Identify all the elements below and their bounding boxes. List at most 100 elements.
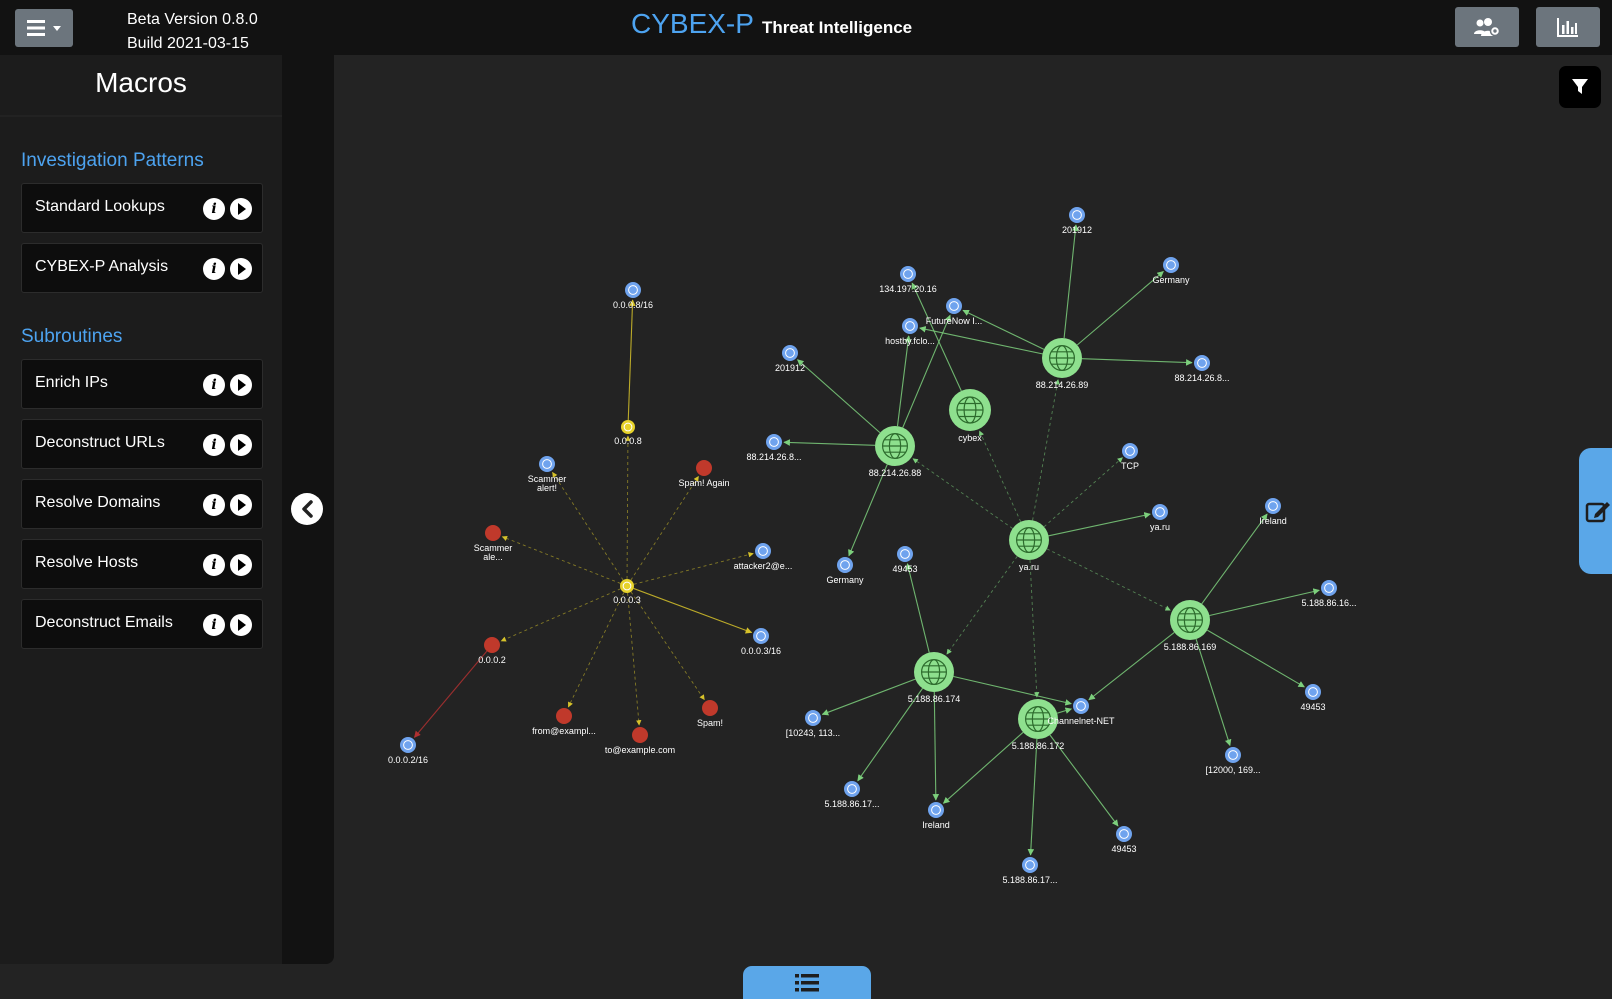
graph-edge [1076, 271, 1164, 346]
graph-node-b10243[interactable]: [10243, 113... [786, 710, 840, 738]
graph-node-nCybex[interactable]: cybex [949, 389, 991, 443]
info-icon[interactable]: i [203, 494, 225, 516]
graph-node-n000316[interactable]: 0.0.0.3/16 [741, 628, 781, 656]
info-icon[interactable]: i [203, 554, 225, 576]
play-icon[interactable] [230, 198, 252, 220]
graph-node-n5_174[interactable]: 5.188.86.174 [908, 652, 961, 704]
graph-node-n0008[interactable]: 0.0.0.8 [614, 420, 642, 446]
graph-node-n000216[interactable]: 0.0.0.2/16 [388, 737, 428, 765]
graph-node-bGermany1[interactable]: Germany [1152, 257, 1190, 285]
graph-canvas[interactable]: 0.0.0.3 0.0.0.8 0.0.0.8/16 Scammer alert! Spa… [334, 55, 1612, 964]
graph-node-b5_16[interactable]: 5.188.86.16... [1301, 580, 1357, 608]
graph-node-b12000[interactable]: [12000, 169... [1205, 747, 1261, 775]
macro-resolve-domains[interactable]: Resolve Domains i [21, 479, 263, 529]
collapse-sidebar-button[interactable] [291, 493, 323, 525]
graph-node-nAtt[interactable]: attacker2@e... [734, 543, 793, 571]
node-label: Spam! Again [678, 478, 729, 488]
edit-panel-tab[interactable] [1579, 448, 1612, 574]
graph-node-bIreland2[interactable]: Ireland [922, 802, 950, 830]
graph-node-b134[interactable]: 134.197.20.16 [879, 266, 937, 294]
graph-node-b201912a[interactable]: 201912 [1062, 207, 1092, 235]
info-icon[interactable]: i [203, 198, 225, 220]
graph-edge [902, 314, 951, 428]
graph-node-n5_172[interactable]: 5.188.86.172 [1012, 699, 1065, 751]
node-circle [1152, 504, 1168, 520]
macro-deconstruct-emails[interactable]: Deconstruct Emails i [21, 599, 263, 649]
node-circle [753, 628, 769, 644]
graph-node-bYaru[interactable]: ya.ru [1150, 504, 1170, 532]
info-icon[interactable]: i [203, 374, 225, 396]
brand: CYBEX-P Threat Intelligence [631, 8, 912, 40]
macro-standard-lookups[interactable]: Standard Lookups i [21, 183, 263, 233]
graph-node-b49453b[interactable]: 49453 [1300, 684, 1326, 712]
node-circle [1163, 257, 1179, 273]
settings-users-button[interactable] [1455, 7, 1519, 47]
macro-deconstruct-urls[interactable]: Deconstruct URLs i [21, 419, 263, 469]
graph-node-n0002[interactable]: 0.0.0.2 [478, 637, 506, 665]
node-label: Scammer ale... [474, 543, 513, 562]
menu-button[interactable] [15, 9, 73, 47]
node-label: 5.188.86.172 [1012, 741, 1065, 751]
filter-button[interactable] [1559, 66, 1601, 108]
graph-node-b88_8a[interactable]: 88.214.26.8... [1174, 355, 1230, 383]
graph-node-n5_169[interactable]: 5.188.86.169 [1164, 600, 1217, 652]
graph-node-nSpam[interactable]: Spam! [697, 700, 723, 728]
graph-edge [627, 592, 642, 726]
graph-node-bTCP[interactable]: TCP [1121, 443, 1139, 471]
graph-edge [1049, 734, 1119, 827]
node-type-icon [903, 269, 913, 279]
info-icon[interactable]: i [203, 434, 225, 456]
graph-node-nTo[interactable]: to@example.com [605, 727, 675, 755]
graph-node-b5_17b[interactable]: 5.188.86.17... [1002, 857, 1058, 885]
macro-resolve-hosts[interactable]: Resolve Hosts i [21, 539, 263, 589]
graph-node-n00816[interactable]: 0.0.0.8/16 [613, 282, 653, 310]
play-icon[interactable] [230, 434, 252, 456]
node-label: 5.188.86.17... [1002, 875, 1057, 885]
graph-node-b49453c[interactable]: 49453 [1111, 826, 1137, 854]
graph-node-b5_17a[interactable]: 5.188.86.17... [824, 781, 880, 809]
node-type-icon [403, 740, 413, 750]
graph-node-b88_8b[interactable]: 88.214.26.8... [746, 434, 802, 462]
node-label: cybex [958, 433, 982, 443]
node-label: 5.188.86.174 [908, 694, 961, 704]
play-icon[interactable] [230, 554, 252, 576]
node-circle [625, 282, 641, 298]
edges-layer [414, 224, 1320, 856]
brand-subtitle: Threat Intelligence [761, 18, 913, 37]
nodes-layer: 0.0.0.3 0.0.0.8 0.0.0.8/16 Scammer alert! Spa… [388, 207, 1357, 885]
network-globe-icon [1176, 606, 1203, 633]
play-icon[interactable] [230, 614, 252, 636]
play-icon[interactable] [230, 258, 252, 280]
graph-node-nFrom[interactable]: from@exampl... [532, 708, 596, 736]
play-icon[interactable] [230, 494, 252, 516]
node-label: 88.214.26.88 [869, 468, 922, 478]
event-list-tab[interactable] [743, 966, 871, 999]
graph-node-nScam2[interactable]: Scammer ale... [474, 525, 513, 562]
graph-node-b49453a[interactable]: 49453 [892, 546, 918, 574]
graph-node-bHostby[interactable]: hostby.fclo... [885, 318, 935, 346]
graph-edge [962, 309, 1045, 350]
play-icon[interactable] [230, 374, 252, 396]
node-label: ya.ru [1150, 522, 1170, 532]
caret-down-icon [53, 25, 61, 31]
graph-node-nYaru[interactable]: ya.ru [1009, 520, 1049, 572]
node-type-icon [840, 560, 850, 570]
graph-node-bFuture[interactable]: FutureNow I... [926, 298, 983, 326]
graph-node-n0003[interactable]: 0.0.0.3 [613, 579, 641, 605]
statistics-button[interactable] [1536, 7, 1600, 47]
graph-node-n88_89[interactable]: 88.214.26.89 [1036, 338, 1089, 390]
info-icon[interactable]: i [203, 614, 225, 636]
graph-node-bIreland1[interactable]: Ireland [1259, 498, 1287, 526]
graph-node-b201912b[interactable]: 201912 [775, 345, 805, 373]
graph-node-bChannel[interactable]: Channelnet-NET [1047, 698, 1115, 726]
graph-edge [633, 552, 754, 585]
graph-node-n88_88[interactable]: 88.214.26.88 [869, 426, 922, 478]
graph-edge [857, 688, 923, 782]
graph-node-nSpamAgain[interactable]: Spam! Again [678, 460, 730, 488]
graph-node-bGermany2[interactable]: Germany [826, 557, 864, 585]
graph-node-nScam1[interactable]: Scammer alert! [528, 456, 567, 493]
macro-cybex-p-analysis[interactable]: CYBEX-P Analysis i [21, 243, 263, 293]
edit-icon [1585, 502, 1610, 523]
info-icon[interactable]: i [203, 258, 225, 280]
macro-enrich-ips[interactable]: Enrich IPs i [21, 359, 263, 409]
